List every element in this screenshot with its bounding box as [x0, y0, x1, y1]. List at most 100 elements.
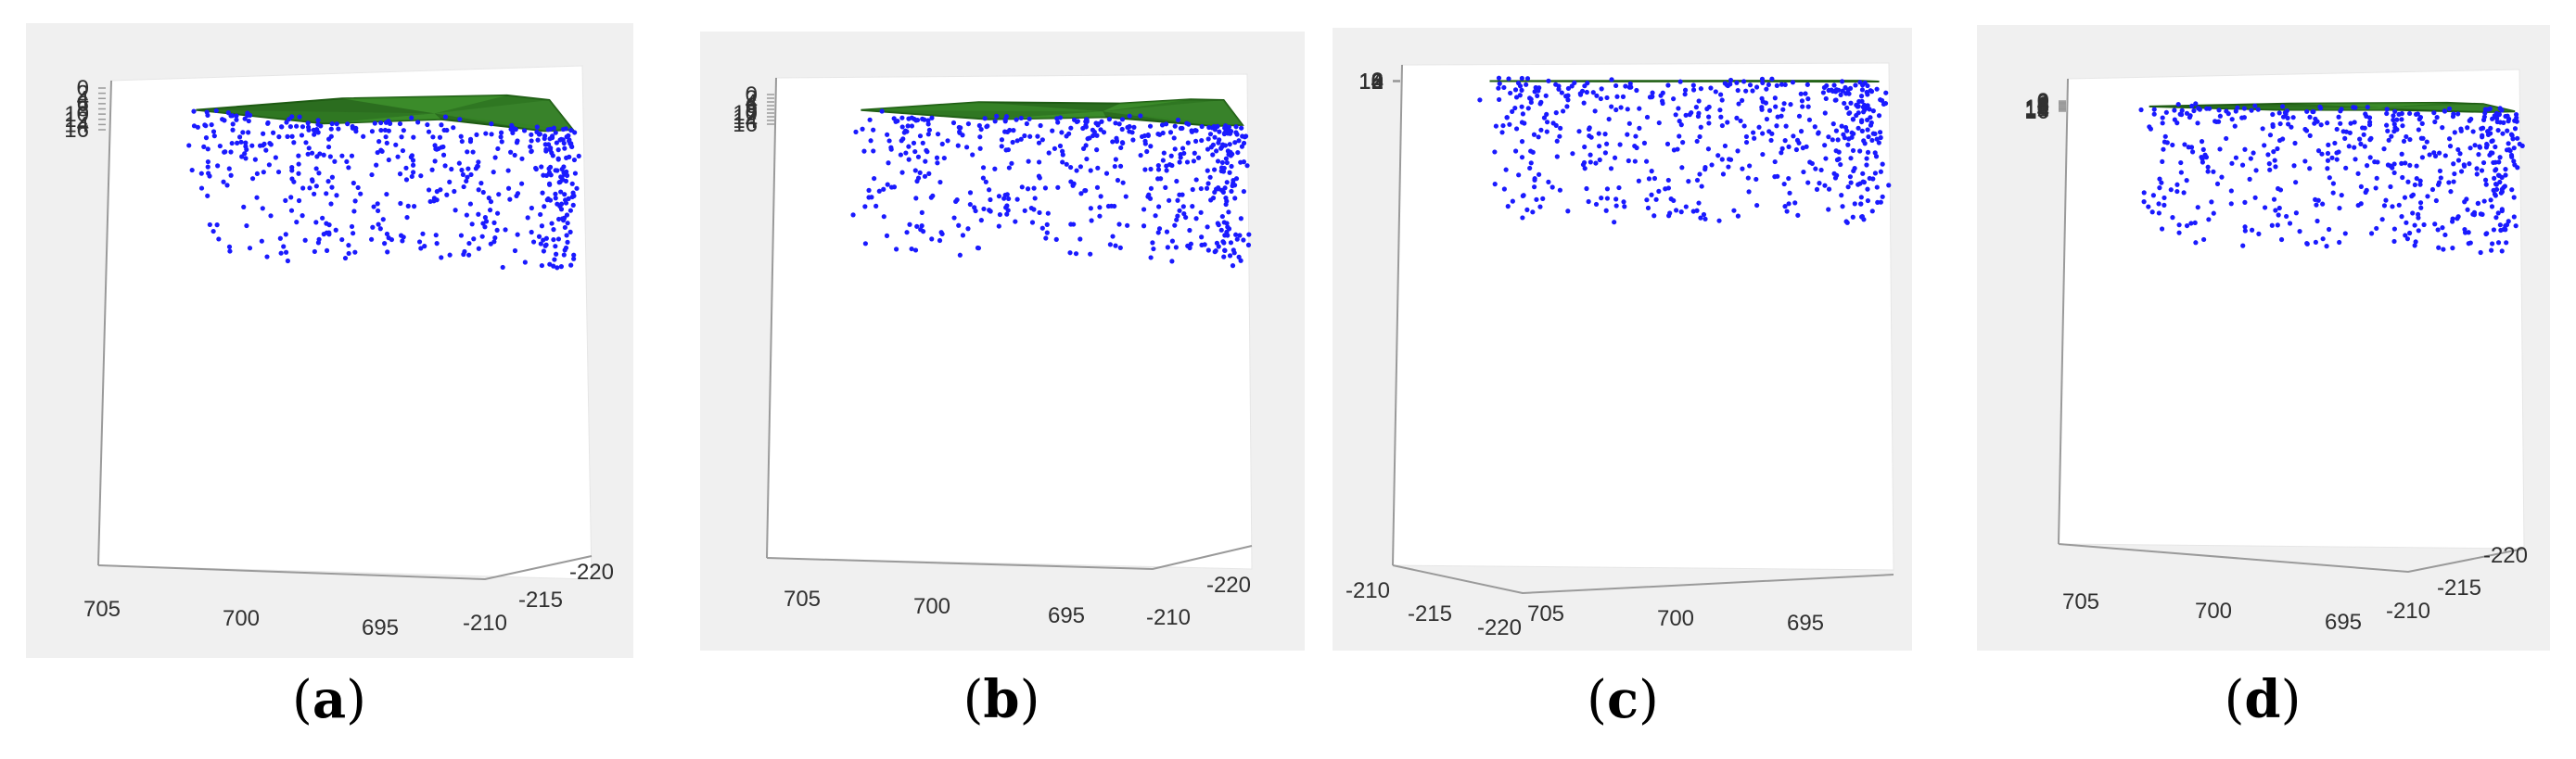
lidar-point — [1848, 156, 1854, 161]
lidar-point — [2332, 140, 2338, 146]
lidar-point — [1876, 113, 1882, 119]
lidar-point — [1107, 242, 1113, 247]
lidar-point — [1764, 86, 1769, 92]
lidar-point — [1083, 143, 1089, 148]
lidar-point — [2388, 183, 2393, 190]
lidar-point — [1039, 225, 1045, 231]
lidar-point — [1095, 165, 1101, 171]
lidar-point — [1006, 165, 1012, 171]
lidar-point — [350, 123, 355, 130]
lidar-point — [209, 121, 214, 128]
lidar-point — [2233, 155, 2239, 160]
lidar-point — [2358, 141, 2364, 147]
lidar-point — [2474, 171, 2480, 177]
lidar-point — [1141, 223, 1147, 229]
lidar-point — [1565, 93, 1571, 98]
lidar-point — [198, 185, 205, 191]
lidar-point — [2334, 126, 2340, 133]
lidar-point — [1822, 143, 1828, 148]
lidar-point — [1877, 130, 1883, 135]
lidar-point — [1519, 155, 1525, 160]
lidar-point — [1212, 167, 1218, 172]
y-tick-label: -215 — [2437, 576, 2481, 601]
lidar-point — [1632, 143, 1638, 149]
lidar-point — [1520, 193, 1525, 198]
lidar-point — [2156, 210, 2162, 216]
caption-c: (c) — [1587, 669, 1659, 730]
lidar-point — [1821, 84, 1828, 91]
lidar-point — [324, 247, 330, 253]
lidar-point — [1169, 162, 1175, 169]
lidar-point — [2499, 208, 2505, 214]
lidar-point — [326, 222, 332, 228]
lidar-point — [1718, 92, 1724, 97]
z-tick-label: 4 — [746, 90, 758, 115]
lidar-point — [881, 186, 886, 192]
lidar-point — [1142, 167, 1148, 172]
lidar-point — [438, 187, 443, 193]
lidar-point — [1202, 242, 1207, 247]
lidar-point — [2229, 160, 2235, 166]
lidar-point — [211, 133, 217, 139]
lidar-point — [1167, 130, 1174, 135]
z-tick-label: 2 — [77, 82, 89, 107]
lidar-point — [1225, 233, 1231, 238]
lidar-point — [1636, 178, 1641, 183]
lidar-point — [1543, 93, 1549, 98]
lidar-point — [2325, 120, 2330, 126]
lidar-point — [978, 218, 984, 223]
lidar-point — [1725, 120, 1730, 125]
lidar-point — [2330, 181, 2336, 186]
lidar-point — [205, 146, 210, 152]
lidar-point — [2242, 228, 2248, 234]
lidar-point — [1002, 129, 1008, 134]
lidar-point — [1576, 129, 1582, 134]
lidar-point — [1212, 134, 1218, 140]
lidar-point — [1582, 144, 1588, 150]
lidar-point — [229, 140, 235, 146]
lidar-point — [2373, 185, 2378, 191]
lidar-point — [2412, 222, 2417, 228]
lidar-point — [1174, 217, 1180, 222]
lidar-point — [1496, 75, 1502, 81]
lidar-point — [2240, 243, 2246, 248]
lidar-point — [2440, 125, 2445, 131]
lidar-point — [221, 179, 226, 184]
x-tick-label: 700 — [913, 594, 950, 619]
lidar-point — [2488, 197, 2493, 203]
lidar-point — [320, 215, 325, 221]
lidar-point — [996, 223, 1001, 229]
lidar-point — [1862, 141, 1868, 146]
lidar-point — [228, 149, 234, 155]
lidar-point — [2343, 165, 2349, 171]
lidar-point — [1210, 142, 1217, 147]
lidar-point — [1646, 176, 1652, 182]
lidar-point — [2383, 197, 2389, 203]
lidar-point — [1869, 209, 1875, 214]
lidar-point — [881, 214, 886, 220]
lidar-point — [1623, 83, 1628, 89]
lidar-point — [543, 148, 549, 154]
lidar-point — [1845, 142, 1851, 147]
z-tick-label: 6 — [746, 94, 758, 119]
lidar-point — [1057, 115, 1064, 120]
z-tick-label: 12 — [2024, 96, 2049, 121]
lidar-point — [1544, 111, 1549, 117]
lidar-point — [470, 149, 476, 155]
lidar-point — [426, 187, 432, 193]
lidar-point — [1160, 130, 1166, 136]
lidar-point — [468, 171, 474, 178]
lidar-point — [1683, 112, 1689, 118]
lidar-point — [546, 181, 553, 186]
lidar-point — [1881, 101, 1887, 108]
lidar-point — [1492, 149, 1498, 155]
lidar-point — [1497, 96, 1502, 103]
lidar-point — [2337, 205, 2342, 211]
lidar-point — [1557, 133, 1562, 139]
lidar-point — [965, 226, 971, 232]
lidar-point — [1813, 166, 1818, 171]
lidar-point — [403, 177, 410, 183]
lidar-point — [2270, 111, 2276, 118]
lidar-point — [549, 150, 555, 156]
